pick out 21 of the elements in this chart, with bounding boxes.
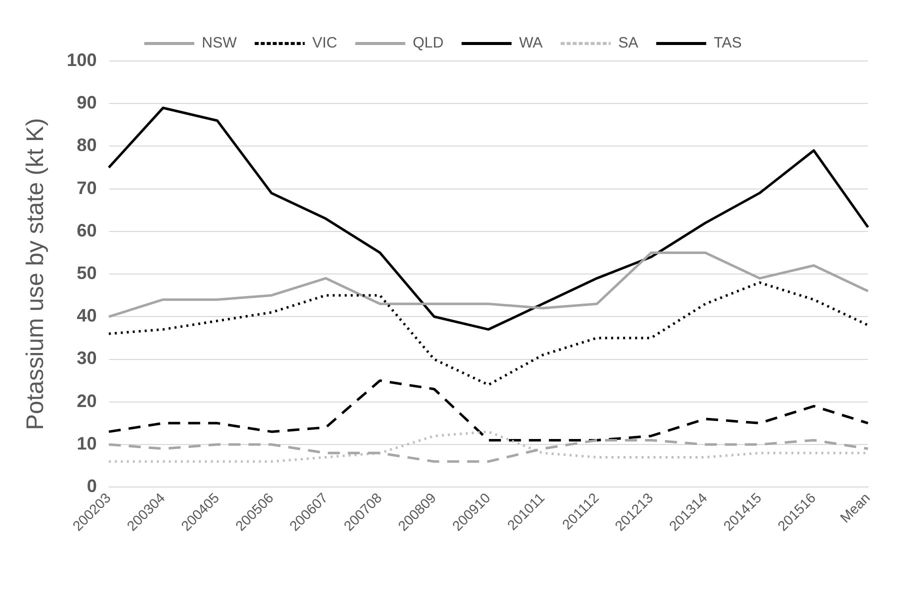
line-series (108, 379, 870, 442)
y-tick-label: 60 (76, 220, 97, 240)
line-series (108, 438, 870, 463)
line-series (108, 281, 870, 386)
y-tick-label: 0 (86, 476, 97, 496)
legend-label: VIC (312, 34, 338, 52)
legend-label: TAS (714, 34, 742, 52)
y-tick-label: 40 (76, 306, 97, 326)
y-tick-label: 50 (76, 263, 97, 284)
legend-label: QLD (412, 34, 444, 52)
y-tick-label: 30 (76, 348, 97, 368)
y-tick-label: 70 (76, 178, 97, 198)
y-tick-label: 10 (76, 433, 97, 454)
y-tick-label: 90 (76, 92, 97, 113)
y-axis-title: Potassium use by state (kt K) (22, 118, 50, 430)
legend-label: SA (618, 34, 638, 52)
y-tick-label: 100 (66, 50, 97, 70)
legend-label: WA (519, 34, 543, 52)
legend-label: NSW (202, 34, 238, 52)
y-tick-label: 20 (76, 390, 97, 411)
y-tick-label: 80 (76, 135, 97, 156)
